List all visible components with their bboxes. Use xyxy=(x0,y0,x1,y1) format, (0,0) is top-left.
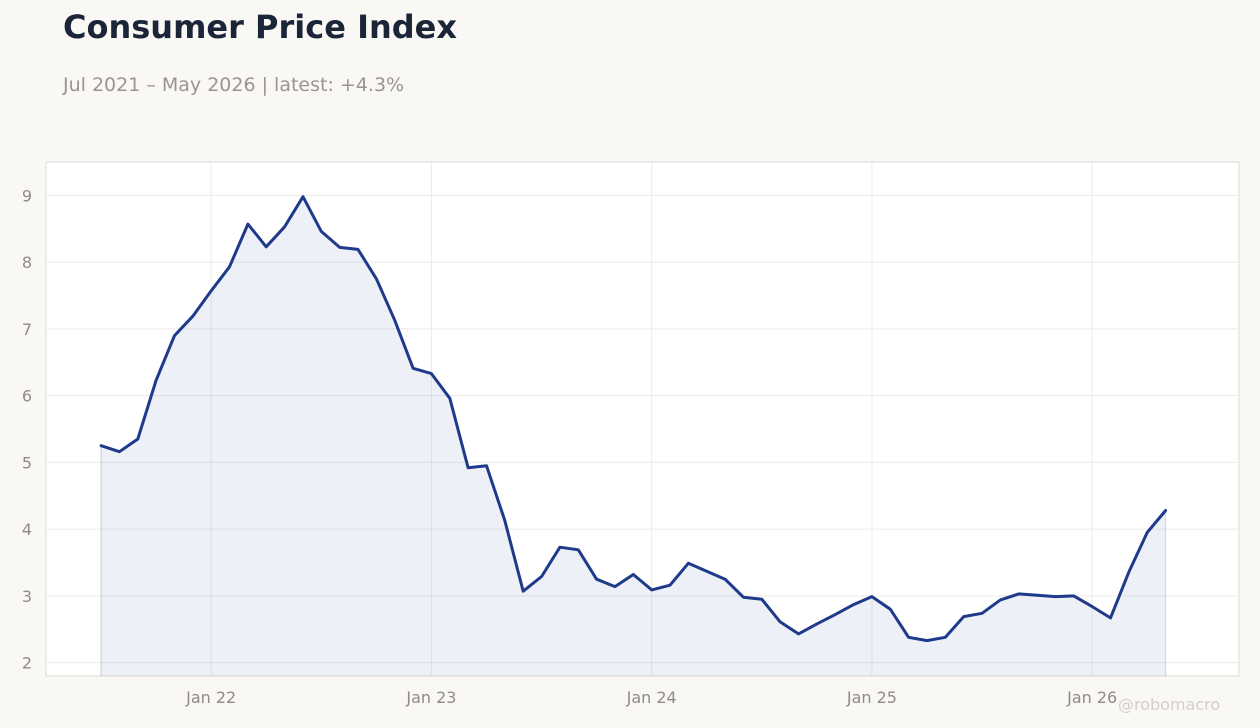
y-tick-label: 5 xyxy=(22,453,32,472)
series-area-fill xyxy=(101,196,1166,676)
grid xyxy=(46,162,1239,676)
chart-subtitle: Jul 2021 – May 2026 | latest: +4.3% xyxy=(63,74,405,96)
series-line xyxy=(99,195,1168,643)
x-tick-label: Jan 26 xyxy=(1066,688,1117,707)
area-layer xyxy=(99,195,1168,676)
axis-labels: 2 3 4 5 6 7 8 9 Jan 22 Jan 23 Jan 24 Jan 25 Jan 26 xyxy=(22,186,1117,707)
x-tick-label: Jan 22 xyxy=(185,688,236,707)
plot-area xyxy=(45,161,1240,677)
x-tick-label: Jan 24 xyxy=(626,688,677,707)
y-tick-label: 7 xyxy=(22,320,32,339)
x-tick-label: Jan 23 xyxy=(405,688,456,707)
y-tick-label: 3 xyxy=(22,587,32,606)
x-tick-label: Jan 25 xyxy=(846,688,897,707)
y-tick-label: 4 xyxy=(22,520,32,539)
y-tick-label: 8 xyxy=(22,253,32,272)
y-tick-label: 6 xyxy=(22,387,32,406)
watermark: @robomacro xyxy=(1118,695,1221,714)
chart-title: Consumer Price Index xyxy=(63,8,457,46)
y-tick-label: 9 xyxy=(22,186,32,205)
y-tick-label: 2 xyxy=(22,654,32,673)
